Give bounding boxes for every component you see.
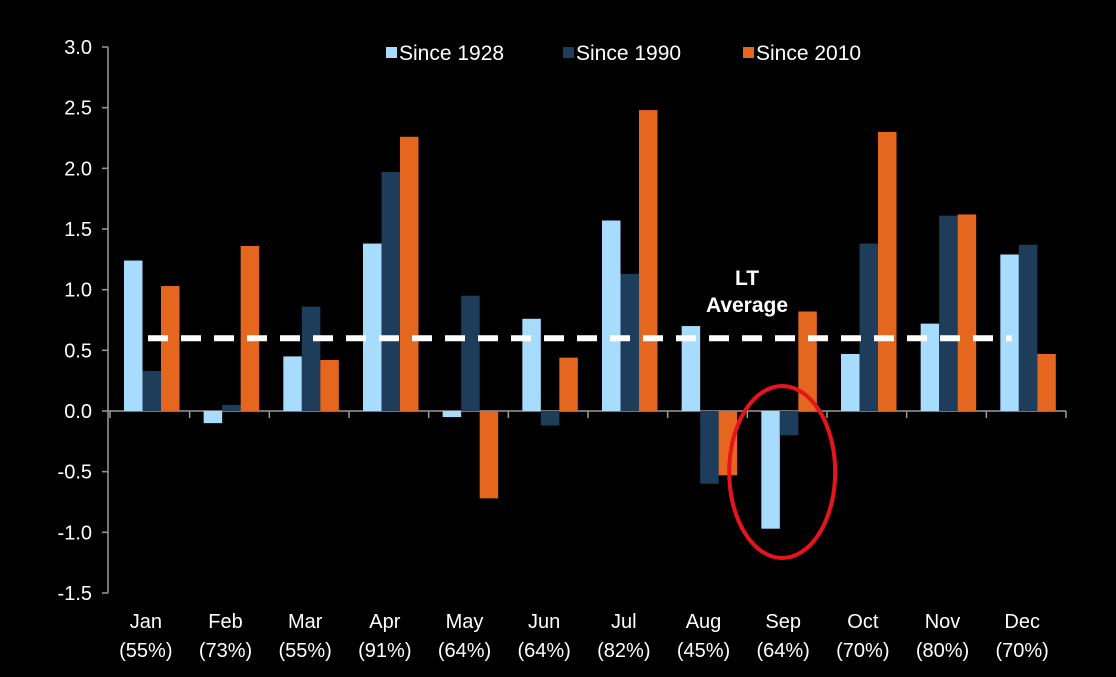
- bar: [124, 260, 143, 411]
- x-tick-sublabel: (70%): [995, 640, 1048, 662]
- bar: [400, 136, 419, 411]
- bar: [639, 110, 658, 412]
- x-tick-sublabel: (55%): [278, 640, 331, 662]
- x-tick-label: Jul: [611, 611, 637, 633]
- bar: [1037, 353, 1056, 411]
- y-tick-label: 2.0: [64, 158, 92, 180]
- x-tick-label: Dec: [1004, 611, 1040, 633]
- bar: [602, 220, 621, 411]
- bar: [957, 214, 977, 411]
- bar: [240, 245, 260, 411]
- x-tick-label: Feb: [208, 611, 242, 633]
- annotation-line-1: LT: [735, 267, 759, 290]
- legend-swatch: [743, 47, 754, 58]
- x-tick-sublabel: (45%): [677, 640, 730, 662]
- bar: [442, 411, 462, 418]
- bar: [381, 171, 400, 411]
- legend-label: Since 2010: [756, 42, 861, 65]
- bar: [363, 243, 382, 411]
- legend-label: Since 1990: [576, 42, 681, 65]
- bar: [222, 404, 241, 411]
- highlight: [727, 384, 838, 560]
- x-tick-sublabel: (91%): [358, 640, 411, 662]
- bar: [1000, 254, 1019, 411]
- bar: [559, 357, 578, 411]
- highlight-ellipse: [727, 384, 838, 560]
- x-tick-label: Mar: [288, 611, 323, 633]
- annotation-line-2: Average: [706, 294, 788, 317]
- bar: [461, 295, 480, 411]
- x-tick-label: May: [446, 611, 484, 633]
- legend: Since 1928 Since 1990 Since 2010: [386, 42, 861, 65]
- legend-label: Since 1928: [399, 42, 504, 65]
- bar: [718, 411, 738, 476]
- bar: [681, 326, 701, 411]
- x-tick-sublabel: (64%): [517, 640, 570, 662]
- annotation: LT Average: [706, 267, 788, 317]
- x-tick-label: Oct: [847, 611, 879, 633]
- bars: [124, 110, 1056, 529]
- bar: [142, 370, 161, 411]
- y-tick-label: 0.5: [64, 340, 92, 362]
- x-tick-label: Apr: [369, 611, 400, 633]
- x-tick-label: Jan: [130, 611, 162, 633]
- bar: [1018, 244, 1038, 411]
- x-tick-sublabel: (73%): [199, 640, 252, 662]
- x-tick-label: Aug: [686, 611, 722, 633]
- bar: [283, 356, 302, 411]
- x-tick-sublabel: (64%): [438, 640, 491, 662]
- bar: [700, 411, 719, 484]
- labels: -1.5 -1.0 -0.5 0.0 0.5 1.0 1.5 2.0 2.5 3.0 Jan (55%…: [58, 37, 1049, 662]
- legend-swatch: [386, 47, 397, 58]
- x-tick-sublabel: (80%): [916, 640, 969, 662]
- bar: [301, 306, 321, 411]
- x-tick-sublabel: (55%): [119, 640, 172, 662]
- x-tick-label: Sep: [765, 611, 801, 633]
- bar: [203, 411, 223, 424]
- y-tick-label: -0.5: [58, 462, 92, 484]
- bar: [920, 323, 940, 411]
- bar: [939, 215, 958, 411]
- bar: [161, 286, 180, 411]
- x-tick-label: Nov: [925, 611, 961, 633]
- y-tick-label: -1.0: [58, 522, 92, 544]
- bar: [320, 360, 339, 411]
- legend-swatch: [563, 47, 574, 58]
- bar: [479, 411, 499, 499]
- bar: [522, 318, 541, 411]
- bar: [779, 411, 799, 436]
- y-tick-label: 3.0: [64, 37, 92, 59]
- y-tick-label: -1.5: [58, 583, 92, 605]
- y-tick-label: 2.5: [64, 98, 92, 120]
- axes: [102, 46, 1067, 594]
- x-tick-sublabel: (64%): [756, 640, 809, 662]
- bar: [620, 273, 639, 411]
- y-tick-label: 0.0: [64, 401, 92, 423]
- bar: [761, 411, 780, 529]
- bar: [859, 243, 878, 411]
- bar: [878, 131, 897, 411]
- bar: [540, 411, 560, 426]
- y-tick-label: 1.5: [64, 219, 92, 241]
- x-tick-sublabel: (70%): [836, 640, 889, 662]
- x-tick-sublabel: (82%): [597, 640, 650, 662]
- bar: [841, 353, 860, 411]
- x-tick-label: Jun: [528, 611, 560, 633]
- y-tick-label: 1.0: [64, 280, 92, 302]
